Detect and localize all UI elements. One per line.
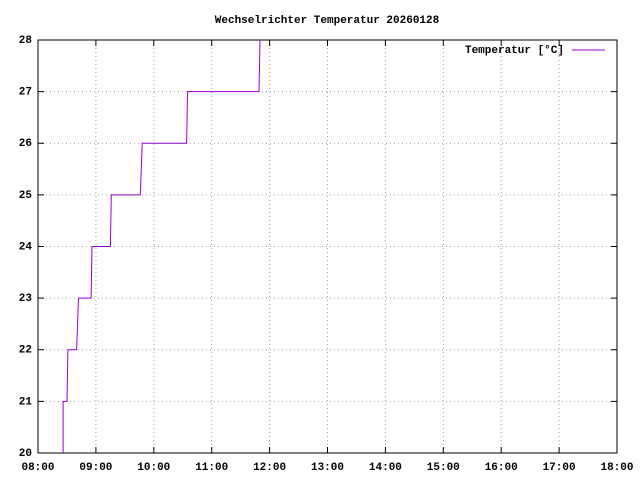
- y-tick-label: 27: [19, 87, 32, 99]
- x-tick-label: 12:00: [253, 462, 286, 474]
- y-tick-label: 26: [19, 138, 32, 150]
- x-tick-label: 10:00: [137, 462, 170, 474]
- y-tick-label: 25: [19, 190, 33, 202]
- y-tick-label: 23: [19, 293, 33, 305]
- x-tick-label: 15:00: [427, 462, 460, 474]
- x-tick-label: 09:00: [79, 462, 112, 474]
- y-tick-label: 24: [19, 241, 33, 253]
- data-line: [62, 39, 261, 453]
- plot-border: [37, 39, 618, 454]
- x-tick-label: 14:00: [369, 462, 402, 474]
- x-tick-label: 16:00: [485, 462, 518, 474]
- x-tick-label: 18:00: [600, 462, 633, 474]
- x-tick-label: 11:00: [195, 462, 228, 474]
- x-tick-label: 13:00: [311, 462, 344, 474]
- legend-label: Temperatur [°C]: [465, 45, 564, 57]
- y-tick-label: 20: [19, 448, 32, 460]
- x-tick-label: 17:00: [543, 462, 576, 474]
- y-tick-label: 22: [19, 345, 32, 357]
- x-tick-label: 08:00: [21, 462, 54, 474]
- y-tick-label: 28: [19, 35, 33, 47]
- chart-title: Wechselrichter Temperatur 20260128: [215, 15, 440, 27]
- y-tick-label: 21: [19, 396, 33, 408]
